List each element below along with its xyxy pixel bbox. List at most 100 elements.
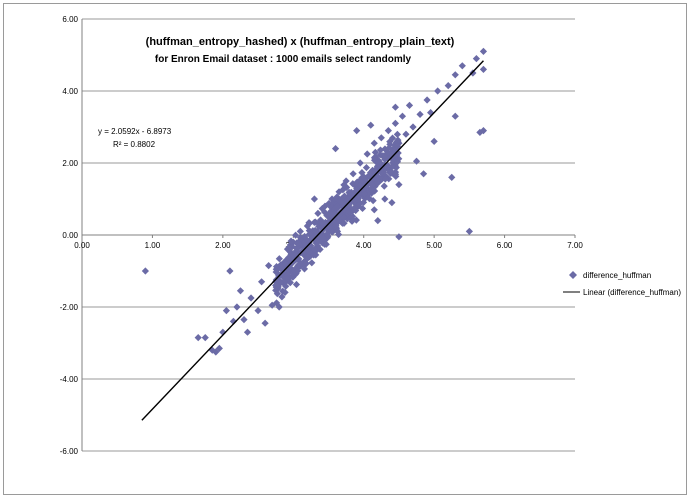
data-point bbox=[284, 266, 293, 275]
data-point bbox=[479, 65, 488, 73]
data-point bbox=[340, 181, 348, 189]
data-point bbox=[304, 247, 312, 256]
data-point bbox=[257, 278, 266, 286]
data-point bbox=[390, 148, 398, 157]
data-point bbox=[384, 127, 392, 135]
data-point bbox=[434, 87, 442, 95]
data-point bbox=[394, 136, 402, 144]
data-point bbox=[345, 188, 353, 197]
x-tick-label: 1.00 bbox=[145, 241, 161, 250]
data-point bbox=[472, 55, 480, 63]
data-point bbox=[320, 208, 329, 216]
data-point bbox=[358, 186, 367, 194]
data-point bbox=[374, 217, 382, 225]
data-point bbox=[356, 181, 364, 190]
data-point bbox=[448, 173, 456, 181]
data-point bbox=[312, 251, 320, 259]
data-point bbox=[416, 110, 424, 118]
data-point bbox=[388, 134, 397, 142]
data-point bbox=[327, 203, 335, 211]
data-point bbox=[465, 227, 473, 235]
data-point bbox=[381, 195, 389, 203]
data-point bbox=[287, 248, 295, 257]
data-point bbox=[381, 175, 389, 183]
data-point bbox=[226, 267, 234, 275]
data-point bbox=[294, 239, 302, 247]
x-tick-label: 2.00 bbox=[215, 241, 231, 250]
data-point bbox=[346, 208, 354, 216]
chart-title-line1: (huffman_entropy_hashed) x (huffman_entr… bbox=[146, 36, 455, 48]
data-point bbox=[282, 271, 290, 279]
y-tick-label: -6.00 bbox=[60, 447, 79, 456]
data-point bbox=[243, 328, 252, 336]
data-point bbox=[304, 253, 312, 262]
data-point bbox=[398, 112, 407, 120]
data-point bbox=[337, 195, 346, 203]
data-point bbox=[283, 275, 291, 283]
legend: difference_huffman Linear (difference_hu… bbox=[563, 271, 681, 297]
data-point bbox=[451, 71, 459, 79]
data-point bbox=[359, 198, 368, 207]
data-point bbox=[273, 282, 281, 290]
data-point bbox=[300, 265, 309, 273]
data-point bbox=[303, 222, 311, 230]
data-point bbox=[296, 227, 304, 235]
x-tick-label: 6.00 bbox=[497, 241, 513, 250]
data-point bbox=[353, 127, 361, 135]
data-point bbox=[338, 219, 347, 227]
data-point bbox=[346, 198, 354, 206]
data-point bbox=[370, 168, 379, 176]
data-point bbox=[377, 134, 385, 142]
data-point bbox=[326, 224, 334, 232]
data-point bbox=[201, 334, 209, 342]
data-point bbox=[363, 150, 371, 158]
data-point bbox=[393, 130, 401, 138]
data-point bbox=[391, 119, 400, 127]
data-point bbox=[292, 231, 300, 239]
data-point bbox=[325, 209, 334, 217]
data-point bbox=[409, 123, 417, 131]
data-point bbox=[342, 211, 350, 220]
data-point bbox=[277, 261, 285, 269]
data-point bbox=[306, 219, 314, 227]
data-point bbox=[332, 221, 340, 230]
data-point bbox=[367, 121, 375, 129]
data-point bbox=[349, 170, 357, 178]
data-point bbox=[322, 240, 330, 248]
x-tick-label: 5.00 bbox=[426, 241, 442, 250]
data-point bbox=[430, 137, 438, 145]
data-point bbox=[355, 177, 363, 185]
data-point bbox=[229, 317, 238, 325]
data-point bbox=[370, 139, 378, 147]
data-point bbox=[278, 293, 286, 301]
data-point bbox=[373, 159, 381, 167]
trendline-equation: y = 2.0592x - 6.8973 bbox=[98, 127, 172, 136]
y-tick-label: -2.00 bbox=[60, 303, 79, 312]
data-point bbox=[371, 148, 379, 156]
data-point bbox=[331, 218, 339, 226]
data-point bbox=[391, 170, 400, 178]
legend-diamond-icon bbox=[569, 271, 577, 279]
data-point bbox=[247, 294, 255, 302]
data-point bbox=[360, 190, 368, 198]
data-point bbox=[254, 307, 262, 315]
x-tick-label: 4.00 bbox=[356, 241, 372, 250]
data-point bbox=[343, 183, 351, 191]
data-point bbox=[348, 217, 356, 225]
data-point bbox=[458, 62, 466, 70]
legend-entry-trendline: Linear (difference_huffman) bbox=[583, 288, 681, 297]
data-point bbox=[328, 212, 336, 220]
data-point bbox=[342, 177, 350, 185]
data-point bbox=[387, 168, 395, 176]
data-point bbox=[393, 158, 402, 166]
data-point bbox=[305, 227, 313, 235]
data-point bbox=[402, 130, 410, 138]
gridlines bbox=[82, 18, 575, 452]
data-point bbox=[300, 250, 308, 258]
data-point bbox=[340, 206, 348, 215]
data-point bbox=[261, 319, 269, 327]
data-point bbox=[287, 237, 295, 245]
data-point bbox=[393, 142, 402, 150]
data-point bbox=[279, 287, 287, 295]
data-point bbox=[356, 199, 364, 208]
